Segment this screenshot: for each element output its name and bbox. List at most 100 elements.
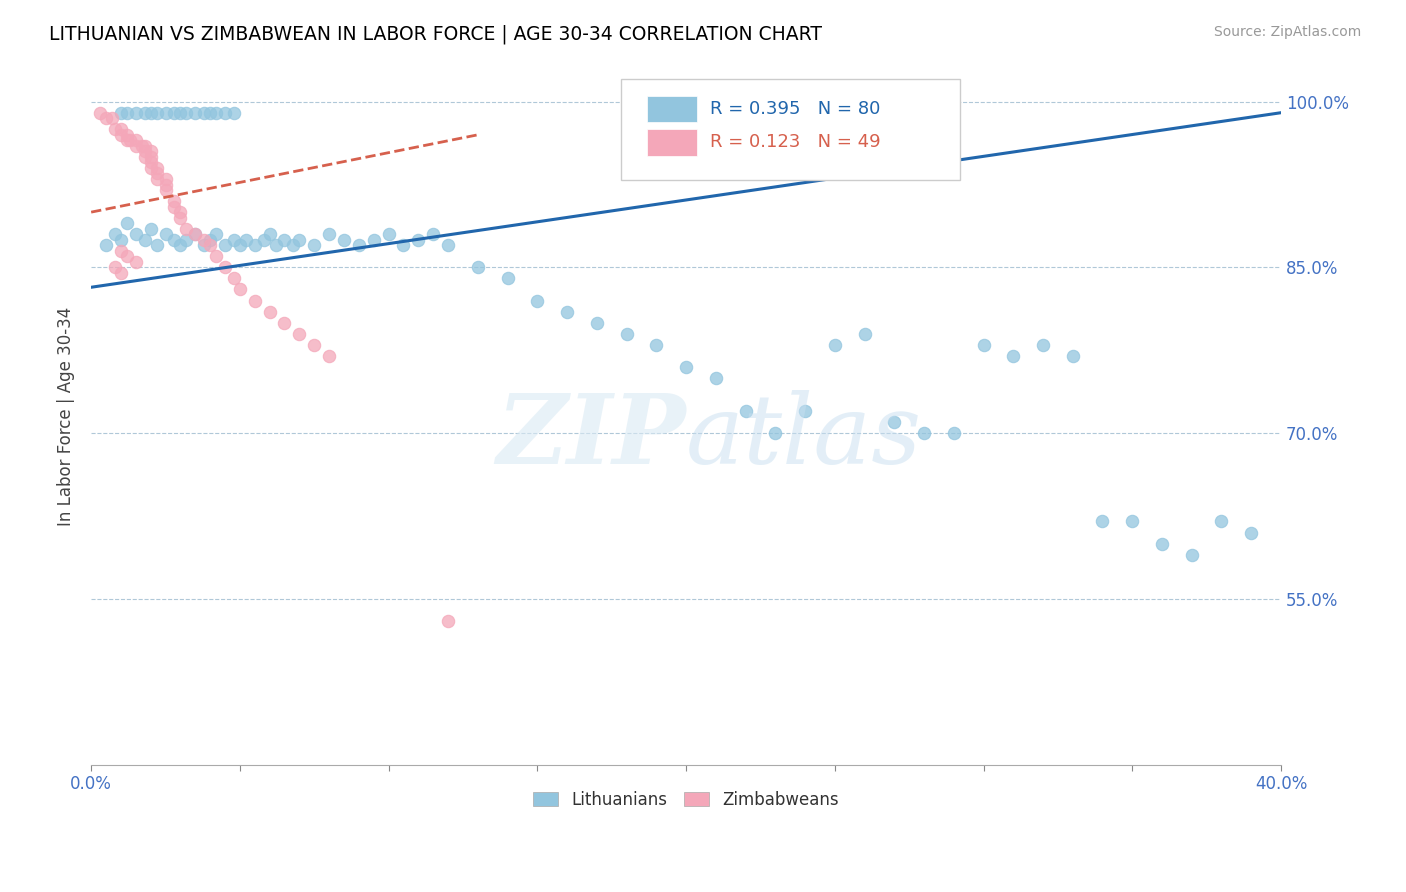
Point — [853, 326, 876, 341]
FancyBboxPatch shape — [647, 95, 697, 122]
Point — [155, 178, 177, 192]
Point — [253, 233, 276, 247]
Point — [1062, 349, 1084, 363]
Point — [912, 426, 935, 441]
Point — [763, 426, 786, 441]
Point — [145, 166, 167, 180]
Point — [193, 233, 215, 247]
Point — [145, 105, 167, 120]
Point — [110, 105, 132, 120]
Point — [283, 238, 305, 252]
Point — [104, 227, 127, 242]
Point — [243, 293, 266, 308]
Point — [496, 271, 519, 285]
Point — [347, 238, 370, 252]
Point — [104, 122, 127, 136]
Point — [408, 233, 430, 247]
Point — [193, 238, 215, 252]
Point — [704, 371, 727, 385]
Point — [1181, 548, 1204, 562]
Point — [115, 133, 138, 147]
Point — [1002, 349, 1025, 363]
Point — [169, 205, 191, 219]
Point — [437, 614, 460, 628]
Point — [139, 221, 162, 235]
Point — [824, 337, 846, 351]
Text: R = 0.395   N = 80: R = 0.395 N = 80 — [710, 100, 880, 118]
Text: ZIP: ZIP — [496, 391, 686, 484]
Text: R = 0.123   N = 49: R = 0.123 N = 49 — [710, 133, 880, 152]
Point — [794, 404, 817, 418]
Point — [222, 271, 245, 285]
Point — [198, 105, 221, 120]
Point — [259, 227, 281, 242]
Point — [184, 227, 207, 242]
Point — [377, 227, 399, 242]
Point — [222, 105, 245, 120]
Point — [118, 133, 141, 147]
Point — [288, 326, 311, 341]
Point — [145, 161, 167, 175]
Point — [176, 233, 198, 247]
Point — [169, 211, 191, 225]
Text: atlas: atlas — [686, 391, 922, 484]
Point — [101, 112, 124, 126]
Point — [392, 238, 415, 252]
Point — [229, 238, 252, 252]
Point — [125, 227, 148, 242]
Point — [1150, 536, 1173, 550]
Point — [176, 105, 198, 120]
Point — [145, 172, 167, 186]
Point — [110, 128, 132, 142]
Point — [467, 260, 489, 275]
Point — [1032, 337, 1054, 351]
Point — [942, 426, 965, 441]
Point — [125, 255, 148, 269]
Point — [198, 238, 221, 252]
Point — [205, 249, 228, 263]
Point — [155, 172, 177, 186]
Point — [585, 316, 607, 330]
Point — [235, 233, 257, 247]
Point — [214, 238, 236, 252]
Point — [264, 238, 287, 252]
Point — [155, 183, 177, 197]
Point — [139, 155, 162, 169]
Point — [115, 128, 138, 142]
Point — [125, 105, 148, 120]
Point — [193, 105, 215, 120]
Point — [555, 304, 578, 318]
Point — [125, 139, 148, 153]
Point — [145, 238, 167, 252]
Point — [1211, 515, 1233, 529]
Point — [184, 227, 207, 242]
Point — [104, 260, 127, 275]
Point — [422, 227, 444, 242]
Point — [973, 337, 995, 351]
Point — [139, 145, 162, 159]
Text: Source: ZipAtlas.com: Source: ZipAtlas.com — [1213, 25, 1361, 39]
Point — [205, 227, 228, 242]
Point — [184, 105, 207, 120]
Point — [155, 105, 177, 120]
Point — [333, 233, 356, 247]
Point — [734, 404, 756, 418]
Point — [883, 415, 905, 429]
Point — [1121, 515, 1143, 529]
Point — [526, 293, 548, 308]
Point — [273, 316, 295, 330]
FancyBboxPatch shape — [647, 129, 697, 155]
Point — [134, 150, 156, 164]
Point — [163, 105, 186, 120]
Text: LITHUANIAN VS ZIMBABWEAN IN LABOR FORCE | AGE 30-34 CORRELATION CHART: LITHUANIAN VS ZIMBABWEAN IN LABOR FORCE … — [49, 25, 823, 45]
Point — [437, 238, 460, 252]
Point — [163, 200, 186, 214]
Point — [302, 238, 325, 252]
Point — [115, 249, 138, 263]
Point — [115, 216, 138, 230]
Point — [288, 233, 311, 247]
Point — [169, 238, 191, 252]
Point — [675, 359, 697, 374]
Point — [176, 221, 198, 235]
Point — [134, 145, 156, 159]
